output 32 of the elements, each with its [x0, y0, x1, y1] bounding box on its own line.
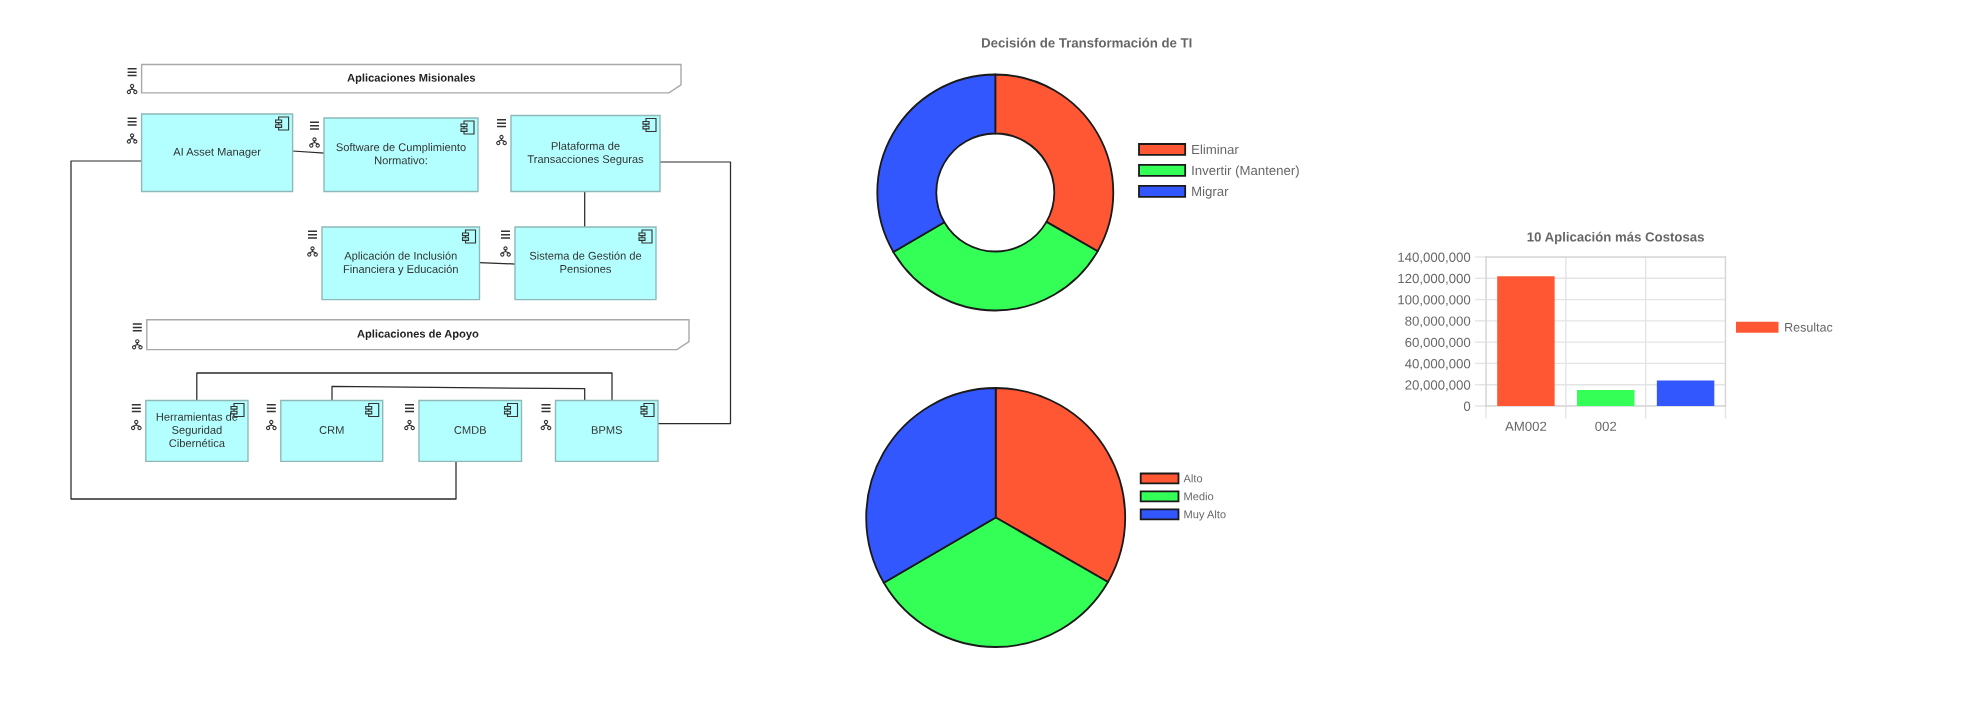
- text: Sistema de Gestión de Pensiones: [529, 251, 642, 273]
- chart-title: 10 Aplicación más Costosas: [1527, 231, 1704, 245]
- text: Plataforma de Transacciones Seguras: [527, 141, 644, 166]
- legend-label: Muy Alto: [1184, 510, 1226, 521]
- bar: [1656, 380, 1715, 406]
- text: AI Asset Manager: [173, 147, 261, 158]
- text: Aplicaciones Misionales: [347, 73, 476, 84]
- y-tick-label: 40,000,000: [1405, 359, 1471, 370]
- bar: [1577, 390, 1635, 406]
- y-tick-label: 120,000,000: [1398, 273, 1471, 285]
- legend-label: Resultac: [1785, 322, 1833, 332]
- text: Aplicaciones de Apoyo: [357, 329, 479, 340]
- y-tick-label: 80,000,000: [1405, 316, 1471, 328]
- chart-title: Decisión de Transformación de TI: [982, 37, 1192, 48]
- text: Aplicación de Inclusión Financiera y Educación: [343, 251, 458, 276]
- x-tick-label: 002: [1595, 421, 1617, 431]
- legend-label: Medio: [1184, 492, 1214, 501]
- text: CMDB: [454, 426, 487, 434]
- x-tick-label: AM002: [1505, 421, 1547, 431]
- y-tick-label: 20,000,000: [1405, 380, 1471, 392]
- y-tick-label: 0: [1463, 401, 1471, 411]
- text: Software de Cumplimiento Normativo:: [336, 142, 466, 165]
- legend-label: Eliminar: [1192, 144, 1239, 155]
- bar: [1497, 276, 1555, 406]
- y-tick-label: 60,000,000: [1405, 337, 1471, 349]
- legend-label: Alto: [1183, 474, 1203, 483]
- text: BPMS: [591, 426, 622, 434]
- legend-label: Migrar: [1192, 186, 1229, 199]
- y-tick-label: 140,000,000: [1398, 252, 1471, 264]
- y-tick-label: 100,000,000: [1398, 295, 1471, 307]
- text: CRM: [319, 426, 344, 434]
- legend-label: Invertir (Mantener): [1192, 165, 1299, 178]
